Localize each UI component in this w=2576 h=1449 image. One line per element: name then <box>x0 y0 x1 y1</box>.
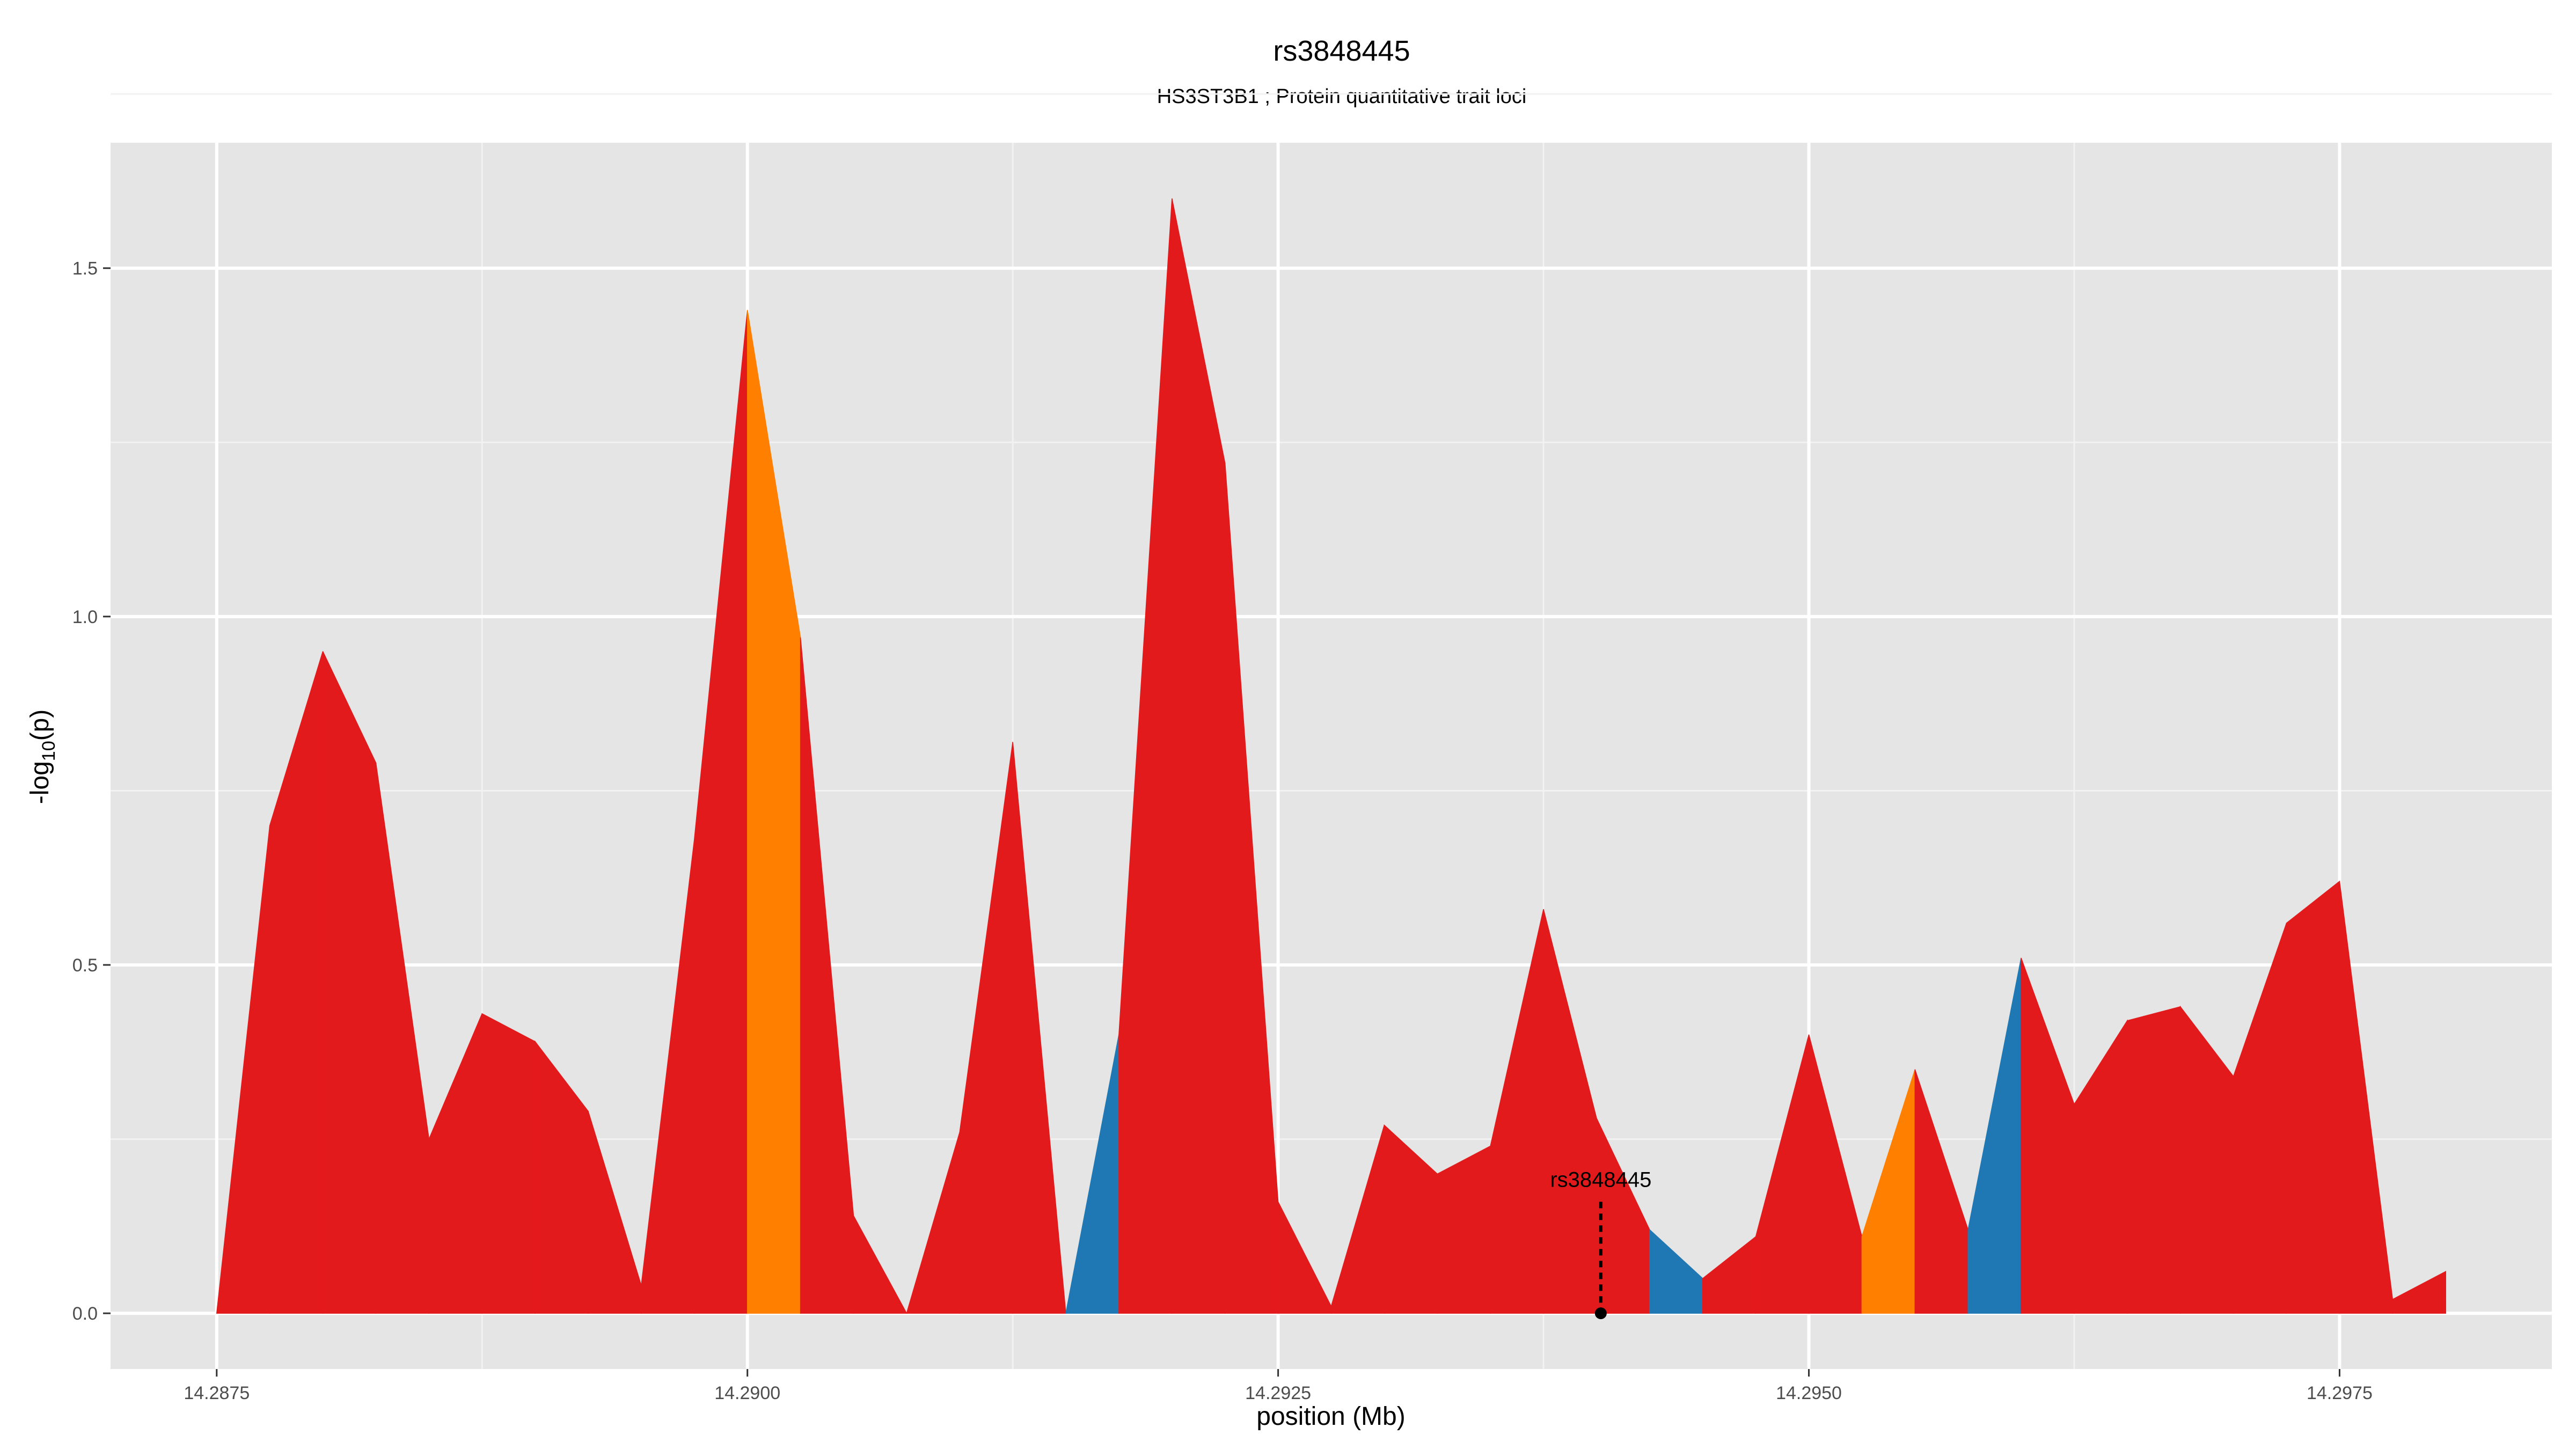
x-tick-label: 14.2875 <box>184 1383 250 1403</box>
x-tick-label: 14.2950 <box>1776 1383 1842 1403</box>
area-segment-red <box>481 1013 536 1314</box>
x-axis: 14.2875 14.2900 14.2925 14.2950 14.2975 <box>184 1369 2373 1403</box>
y-tick-label: 0.0 <box>72 1304 98 1324</box>
area-segment-red <box>2286 880 2340 1314</box>
y-tick-label: 1.0 <box>72 607 98 627</box>
y-axis: 0.0 0.5 1.0 1.5 <box>72 259 111 1324</box>
area-segment-red <box>2127 1006 2181 1314</box>
x-tick-label: 14.2900 <box>714 1383 780 1403</box>
area-segment-red <box>1437 1145 1491 1314</box>
y-tick-label: 1.5 <box>72 259 98 279</box>
area-segment-red <box>1012 742 1066 1314</box>
chart-title: rs3848445 <box>1273 35 1410 67</box>
y-axis-title-main: -log <box>26 761 54 804</box>
y-tick-label: 0.5 <box>72 955 98 976</box>
y-axis-title: -log10(p) <box>26 709 59 804</box>
snp-annotation: rs3848445 <box>1550 1168 1651 1320</box>
x-tick-label: 14.2925 <box>1245 1383 1311 1403</box>
x-tick-label: 14.2975 <box>2307 1383 2373 1403</box>
y-axis-title-subscript: 10 <box>39 741 59 761</box>
y-axis-title-tail: (p) <box>26 709 54 741</box>
chart-subtitle: HS3ST3B1 ; Protein quantitative trait lo… <box>1157 85 1527 108</box>
snp-marker-point <box>1594 1307 1607 1320</box>
area-segment-red <box>853 1216 908 1314</box>
area-segments <box>216 198 2446 1314</box>
area-segment-red <box>2392 1270 2446 1314</box>
x-axis-title: position (Mb) <box>1256 1402 1405 1431</box>
snp-marker-label: rs3848445 <box>1550 1168 1651 1191</box>
area-segment-red <box>322 651 377 1314</box>
